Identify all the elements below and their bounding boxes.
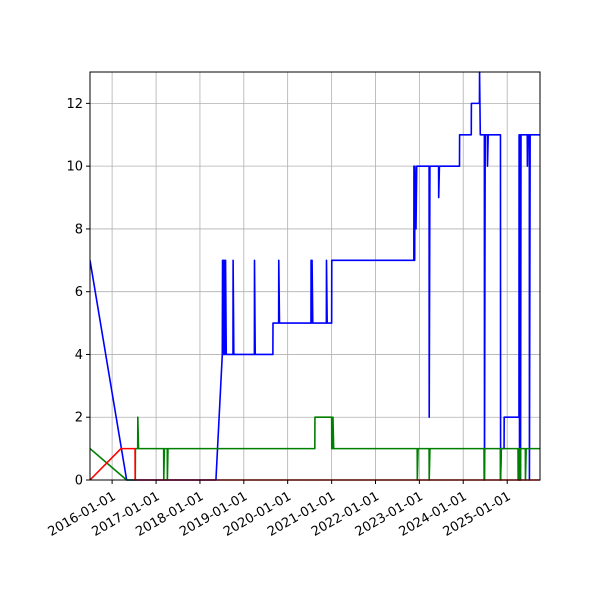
y-tick-label: 12 <box>66 97 83 112</box>
y-tick-label: 6 <box>75 285 83 300</box>
blue-series-line <box>90 71 540 481</box>
y-tick-label: 8 <box>75 222 83 237</box>
plot-area-frame <box>89 71 541 481</box>
y-tick-label: 0 <box>75 474 83 489</box>
y-axis: 0 2 4 6 8 10 12 <box>66 97 90 489</box>
y-tick-label: 10 <box>66 160 83 175</box>
y-tick-label: 2 <box>75 411 83 426</box>
y-tick-label: 4 <box>75 348 83 363</box>
